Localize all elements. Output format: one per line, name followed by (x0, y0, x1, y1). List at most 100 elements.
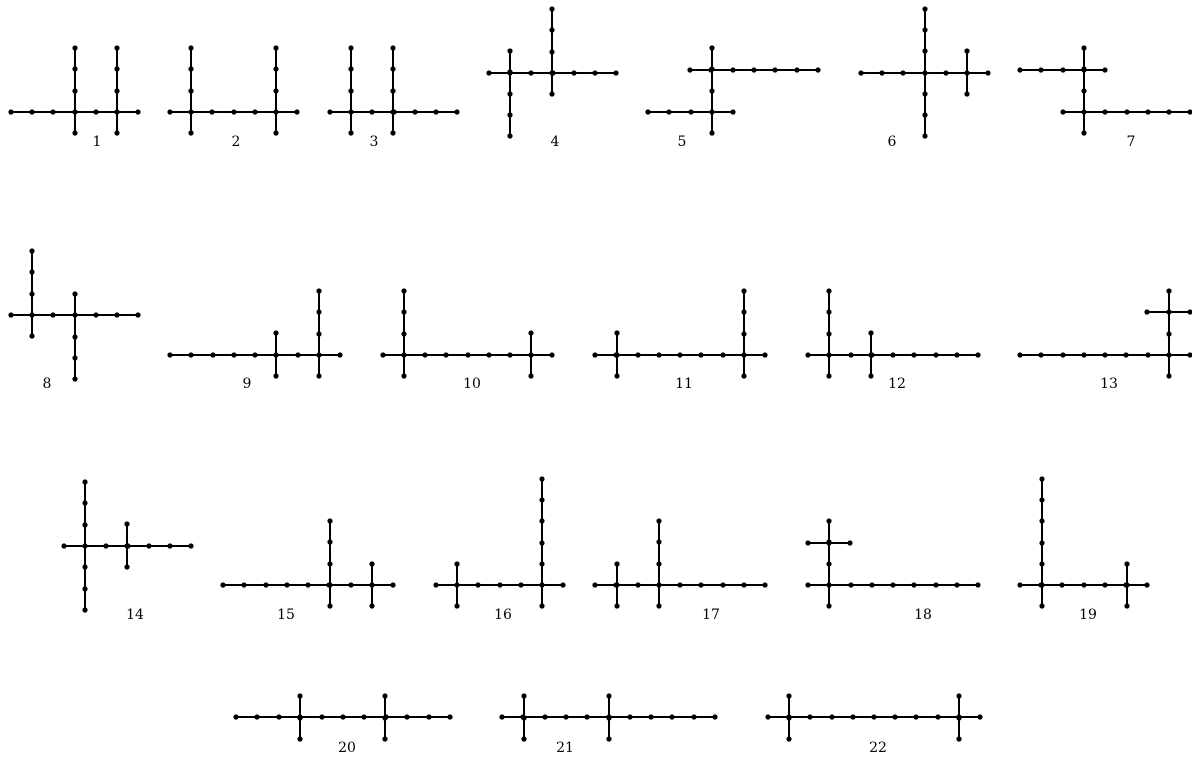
graph-vertex (606, 736, 612, 742)
graph-vertex (954, 352, 960, 358)
graph-vertex (985, 70, 991, 76)
graph-vertex (1144, 309, 1150, 315)
graph-vertex (549, 6, 555, 12)
graph-vertex (848, 582, 854, 588)
graph-vertex (72, 66, 78, 72)
graph-vertex (688, 109, 694, 115)
graph-vertex (848, 352, 854, 358)
graph-vertex (826, 582, 832, 588)
graph-vertex (294, 109, 300, 115)
graph-vertex (826, 561, 832, 567)
graph-10 (380, 288, 555, 379)
graph-vertex (209, 109, 215, 115)
graph-label-5: 5 (678, 134, 687, 150)
graph-vertex (390, 88, 396, 94)
graph-vertex (826, 352, 832, 358)
graph-vertex (380, 352, 386, 358)
graph-vertex (518, 582, 524, 588)
graph-vertex (188, 352, 194, 358)
graph-vertex (627, 714, 633, 720)
graph-vertex (348, 88, 354, 94)
graph-vertex (252, 352, 258, 358)
graph-15 (220, 518, 396, 609)
graph-vertex (614, 603, 620, 609)
graph-label-10: 10 (463, 376, 481, 392)
graph-vertex (584, 714, 590, 720)
graph-vertex (382, 715, 388, 721)
graph-vertex (8, 109, 14, 115)
graph-vertex (975, 352, 981, 358)
graph-vertex (1060, 109, 1066, 115)
graph-vertex (273, 352, 279, 358)
graph-vertex (868, 352, 874, 358)
graph-vertex (709, 109, 715, 115)
graph-vertex (890, 582, 896, 588)
graph-vertex (29, 312, 35, 318)
graph-label-8: 8 (43, 376, 52, 392)
graph-8 (8, 248, 141, 382)
graph-vertex (188, 543, 194, 549)
graph-vertex (297, 693, 303, 699)
graph-17 (592, 518, 768, 609)
graph-vertex (390, 66, 396, 72)
graph-vertex (1102, 352, 1108, 358)
graph-vertex (50, 109, 56, 115)
graph-vertex (1081, 130, 1087, 136)
graph-vertex (1039, 561, 1045, 567)
graph-vertex (563, 714, 569, 720)
graph-vertex (447, 714, 453, 720)
graph-vertex (1124, 561, 1130, 567)
graph-vertex (340, 714, 346, 720)
graph-vertex (720, 352, 726, 358)
graph-vertex (124, 521, 130, 527)
graph-vertex (390, 109, 396, 115)
graph-vertex (826, 331, 832, 337)
graph-vertex (956, 715, 962, 721)
graph-vertex (666, 109, 672, 115)
graph-vertex (751, 67, 757, 73)
graph-vertex (369, 561, 375, 567)
graph-vertex (454, 561, 460, 567)
graph-vertex (475, 582, 481, 588)
graph-vertex (868, 330, 874, 336)
graph-vertex (1166, 109, 1172, 115)
graph-vertex (348, 582, 354, 588)
graph-vertex (635, 582, 641, 588)
graph-vertex (72, 376, 78, 382)
graph-vertex (614, 582, 620, 588)
graph-vertex (327, 539, 333, 545)
graph-vertex (252, 109, 258, 115)
graph-vertex (765, 714, 771, 720)
graph-vertex (412, 109, 418, 115)
graph-vertex (146, 543, 152, 549)
graph-vertex (1038, 352, 1044, 358)
graph-vertex (382, 693, 388, 699)
graph-label-3: 3 (370, 134, 379, 150)
graph-vertex (1017, 67, 1023, 73)
graph-vertex (656, 539, 662, 545)
graph-vertex (549, 27, 555, 33)
graph-vertex (786, 693, 792, 699)
graph-vertex (911, 582, 917, 588)
graph-vertex (826, 603, 832, 609)
graph-vertex (712, 714, 718, 720)
graph-vertex (82, 522, 88, 528)
graph-label-6: 6 (888, 134, 897, 150)
graph-22 (765, 693, 983, 742)
graph-vertex (361, 714, 367, 720)
graph-vertex (964, 91, 970, 97)
graph-vertex (922, 6, 928, 12)
graph-vertex (826, 518, 832, 524)
graph-vertex (1166, 309, 1172, 315)
graph-vertex (539, 497, 545, 503)
graph-vertex (656, 561, 662, 567)
graph-vertex (521, 736, 527, 742)
graph-vertex (284, 582, 290, 588)
graph-vertex (762, 582, 768, 588)
graph-vertex (614, 330, 620, 336)
graph-vertex (956, 693, 962, 699)
graph-vertex (922, 27, 928, 33)
graph-vertex (507, 352, 513, 358)
graph-vertex (72, 45, 78, 51)
graph-vertex (922, 112, 928, 118)
